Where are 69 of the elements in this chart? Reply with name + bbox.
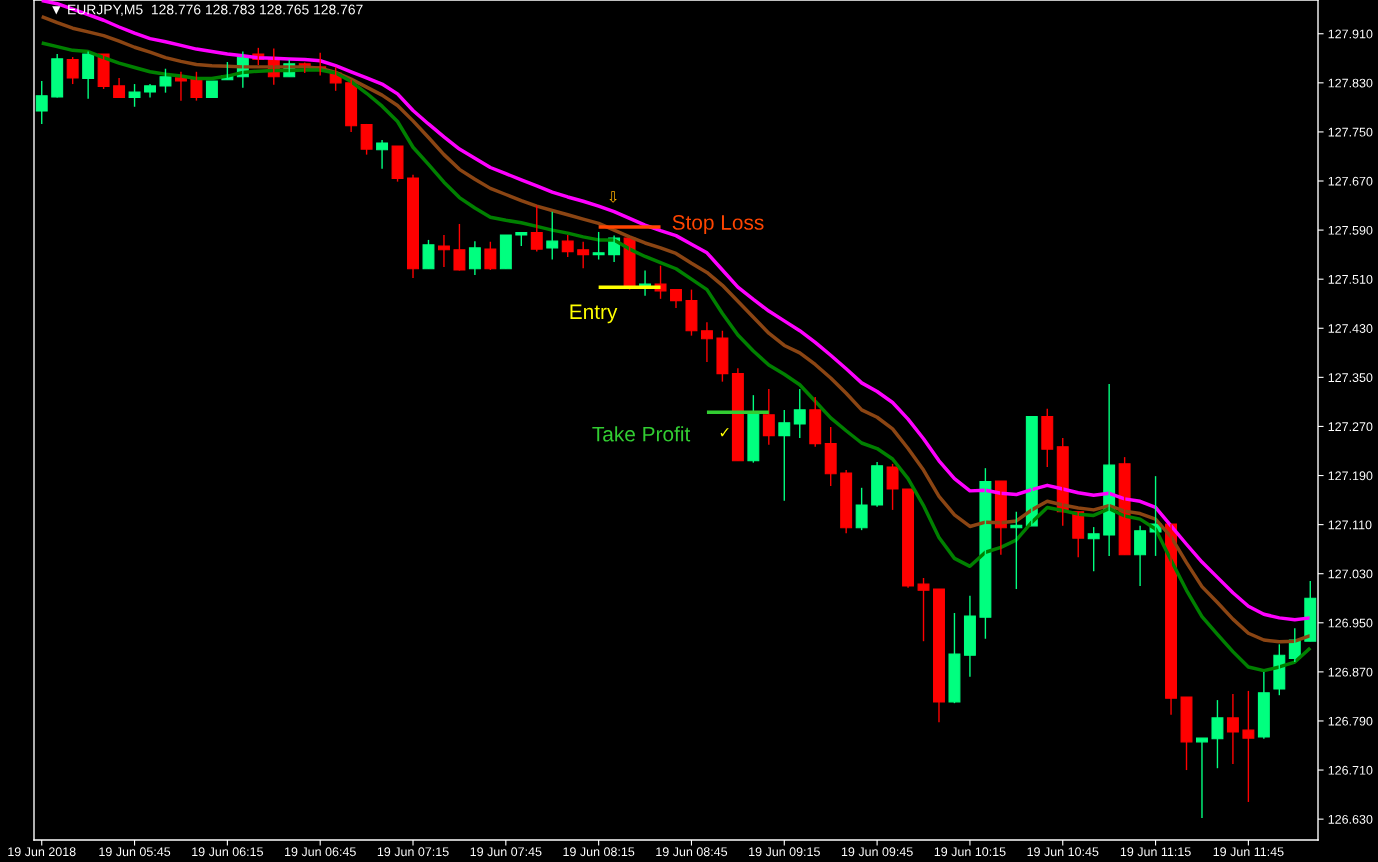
candlestick [51,53,64,99]
y-tick-label: 127.030 [1328,569,1373,579]
candlestick [793,388,806,439]
candlestick [592,231,605,261]
candlestick [1242,690,1255,803]
y-tick-label: 127.750 [1328,127,1373,137]
candlestick [948,612,961,704]
candlestick [716,330,729,383]
y-tick-label: 127.830 [1328,78,1373,88]
series-label: Stop Loss [672,215,764,234]
y-tick-label: 127.670 [1328,176,1373,186]
candlestick [422,239,435,270]
x-tick-label: 19 Jun 05:45 [99,847,171,857]
candlestick [855,487,868,531]
x-tick-label: 19 Jun 11:45 [1213,847,1284,857]
candlestick [499,234,512,270]
candlestick [809,396,822,448]
candlestick [144,83,156,99]
x-tick-label: 19 Jun 08:15 [563,847,635,857]
candlestick [530,204,543,253]
y-tick-label: 127.190 [1328,471,1373,481]
y-tick-label: 126.630 [1328,814,1373,824]
candlestick [484,241,497,271]
candlestick [453,223,466,272]
candlestick [159,68,172,94]
candlestick [778,409,791,502]
y-tick-label: 127.430 [1328,324,1373,333]
y-tick-label: 127.510 [1328,274,1373,284]
x-tick-label: 19 Jun 06:45 [285,847,356,857]
x-tick-label: 19 Jun 08:45 [656,847,728,857]
y-tick-label: 126.710 [1328,765,1373,775]
y-tick-label: 126.950 [1328,618,1373,628]
x-tick-label: 19 Jun 11:15 [1120,847,1191,857]
candlestick [128,83,141,108]
x-tick-label: 19 Jun 09:45 [841,847,913,857]
y-tick-label: 126.790 [1328,716,1373,726]
x-tick-label: 19 Jun 10:15 [934,847,1006,857]
candlestick [1041,407,1054,468]
x-tick-label: 19 Jun 09:15 [749,847,820,857]
annotation: ⇩ [609,191,617,203]
candlestick [824,426,837,487]
candlestick [1087,526,1100,572]
x-tick-label: 19 Jun 07:15 [377,847,449,857]
candlestick [561,234,574,258]
candlestick [1196,737,1208,819]
y-tick-label: 127.270 [1328,422,1373,432]
x-tick-label: 19 Jun 10:45 [1027,847,1099,857]
series-label: Take Profit [592,426,691,442]
candlestick [360,123,373,156]
y-tick-label: 127.590 [1328,225,1373,235]
series-label: Entry [570,304,618,324]
candlestick [917,577,930,642]
candlestick [546,210,559,261]
candlestick [35,80,48,125]
annotation: ✓ [720,428,729,437]
y-tick-label: 126.870 [1328,667,1373,677]
candlestick [66,56,79,85]
candlestick [1180,696,1193,771]
y-tick-label: 127.110 [1328,520,1372,530]
candlestick [391,145,404,183]
candlestick [205,80,218,99]
y-tick-label: 127.350 [1328,373,1373,383]
x-tick-label: 19 Jun 06:15 [192,847,263,857]
candlestick [685,288,698,337]
x-tick-label: 19 Jun 07:45 [470,847,542,857]
candlestick [886,463,899,511]
x-tick-label: 19 Jun 2018 [8,847,76,857]
candlestick [1211,699,1224,769]
y-tick-label: 127.910 [1328,29,1373,39]
